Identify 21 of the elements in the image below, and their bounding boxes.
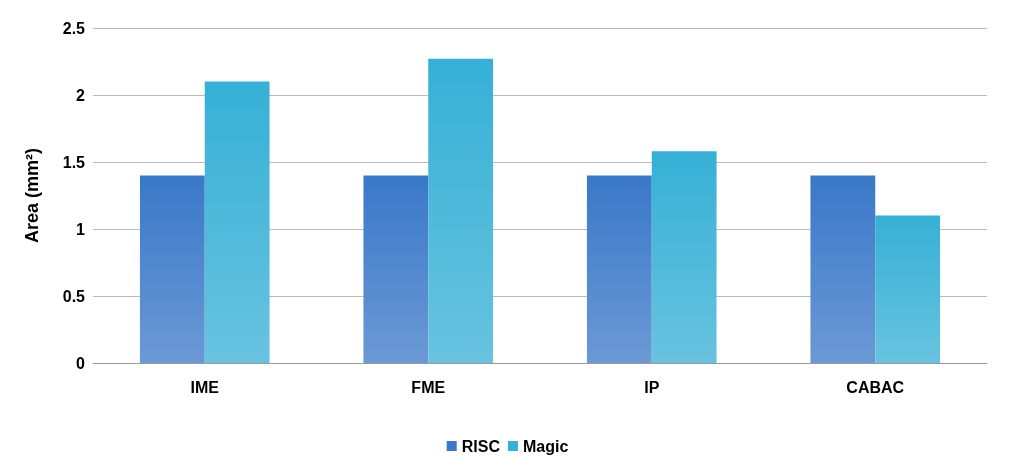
y-tick-label: 0.5: [62, 287, 86, 305]
legend-label: RISC: [461, 437, 501, 455]
x-tick-label: FME: [411, 378, 446, 396]
y-tick-label: 2: [76, 86, 86, 104]
bar: [428, 58, 494, 363]
bar: [875, 215, 941, 363]
bar: [651, 151, 717, 363]
bar: [139, 175, 205, 363]
y-axis-title: Area (mm²): [22, 147, 42, 244]
bar: [586, 175, 652, 363]
x-tick-label: IP: [644, 378, 660, 396]
y-tick-label: 1: [76, 220, 86, 238]
y-tick-label: 2.5: [62, 19, 86, 37]
legend-label: Magic: [522, 437, 569, 455]
bar: [810, 175, 876, 363]
bar: [204, 81, 270, 363]
bar: [363, 175, 429, 363]
y-tick-label: 1.5: [62, 153, 86, 171]
x-tick-label: CABAC: [846, 378, 905, 396]
y-tick-label: 0: [76, 354, 86, 372]
x-tick-label: IME: [190, 378, 220, 396]
